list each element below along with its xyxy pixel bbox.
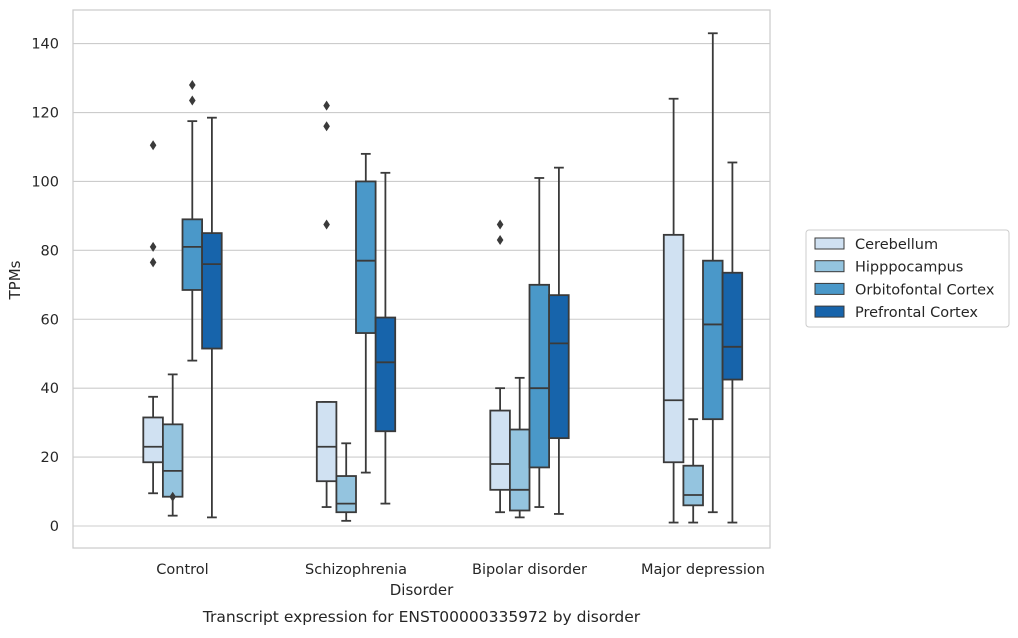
y-tick-label: 0 <box>50 519 59 535</box>
box-iqr <box>315 401 338 483</box>
box-iqr <box>201 232 223 350</box>
box-3-2 <box>548 166 570 515</box>
outlier-point <box>323 219 330 230</box>
y-tick-label: 120 <box>31 106 59 122</box>
y-tick-label: 80 <box>41 243 59 259</box>
outlier-point <box>323 100 330 111</box>
y-tick-label: 100 <box>31 174 59 190</box>
legend-label: Orbitofontal Cortex <box>855 282 995 298</box>
box-1-1 <box>335 442 357 522</box>
box-iqr <box>142 416 164 464</box>
legend-swatch <box>814 305 845 318</box>
x-tick-label: Control <box>156 562 208 578</box>
box-0-3 <box>662 97 685 524</box>
box-3-1 <box>374 171 397 505</box>
box-2-2 <box>528 177 551 508</box>
chart-caption: Transcript expression for ENST0000033597… <box>202 608 641 626</box>
x-tick-label: Major depression <box>641 562 765 578</box>
y-tick-labels: 0 20 40 60 80 100 120 140 <box>31 37 59 535</box>
outlier-point <box>323 121 330 132</box>
box-iqr <box>548 294 570 440</box>
legend: Cerebellum Hipppocampus Orbitofontal Corte… <box>805 229 1010 328</box>
box-1-0 <box>161 373 184 517</box>
x-axis-label: Disorder <box>390 581 454 599</box>
outlier-point <box>496 235 504 246</box>
outlier-point <box>189 95 196 106</box>
box-3-0 <box>201 116 223 519</box>
box-2-3 <box>702 32 724 514</box>
legend-swatch <box>814 260 845 273</box>
box-plot-marks <box>142 32 744 524</box>
outlier-point <box>149 257 157 268</box>
box-2-0 <box>181 79 204 362</box>
legend-label: Hipppocampus <box>855 260 963 276</box>
box-0-0 <box>142 140 164 495</box>
y-tick-label: 140 <box>31 37 59 53</box>
y-tick-label: 20 <box>41 450 59 466</box>
box-iqr <box>528 283 551 469</box>
y-tick-label: 60 <box>41 312 59 328</box>
box-iqr <box>662 233 685 464</box>
x-tick-label: Bipolar disorder <box>472 562 587 578</box>
box-iqr <box>682 464 704 507</box>
box-iqr <box>489 409 511 491</box>
box-iqr <box>161 423 184 498</box>
box-0-1 <box>315 100 338 508</box>
legend-frame <box>805 229 1010 328</box>
outlier-point <box>496 219 504 230</box>
box-iqr <box>702 259 724 421</box>
outlier-point <box>149 140 157 151</box>
box-0-2 <box>489 219 511 514</box>
box-iqr <box>335 475 357 514</box>
box-iqr <box>508 428 531 512</box>
outlier-point <box>189 79 196 90</box>
x-tick-label: Schizophrenia <box>305 562 407 578</box>
box-iqr <box>721 271 744 381</box>
box-iqr <box>181 218 204 291</box>
plot-frame <box>72 9 771 549</box>
legend-swatch <box>814 282 845 295</box>
legend-swatch <box>814 237 845 250</box>
box-2-1 <box>355 152 377 474</box>
box-iqr <box>374 316 397 433</box>
outlier-point <box>169 491 176 502</box>
y-axis-label: TPMs <box>6 260 24 300</box>
box-1-3 <box>682 418 704 524</box>
x-tick-labels: Control Schizophrenia Bipolar disorder Majo… <box>156 562 765 578</box>
outlier-point <box>149 241 157 252</box>
legend-label: Prefrontal Cortex <box>855 305 978 321</box>
box-3-3 <box>721 161 744 524</box>
box-iqr <box>355 180 377 334</box>
y-tick-label: 40 <box>41 381 59 397</box>
box-1-2 <box>508 376 531 519</box>
legend-label: Cerebellum <box>855 237 938 253</box>
